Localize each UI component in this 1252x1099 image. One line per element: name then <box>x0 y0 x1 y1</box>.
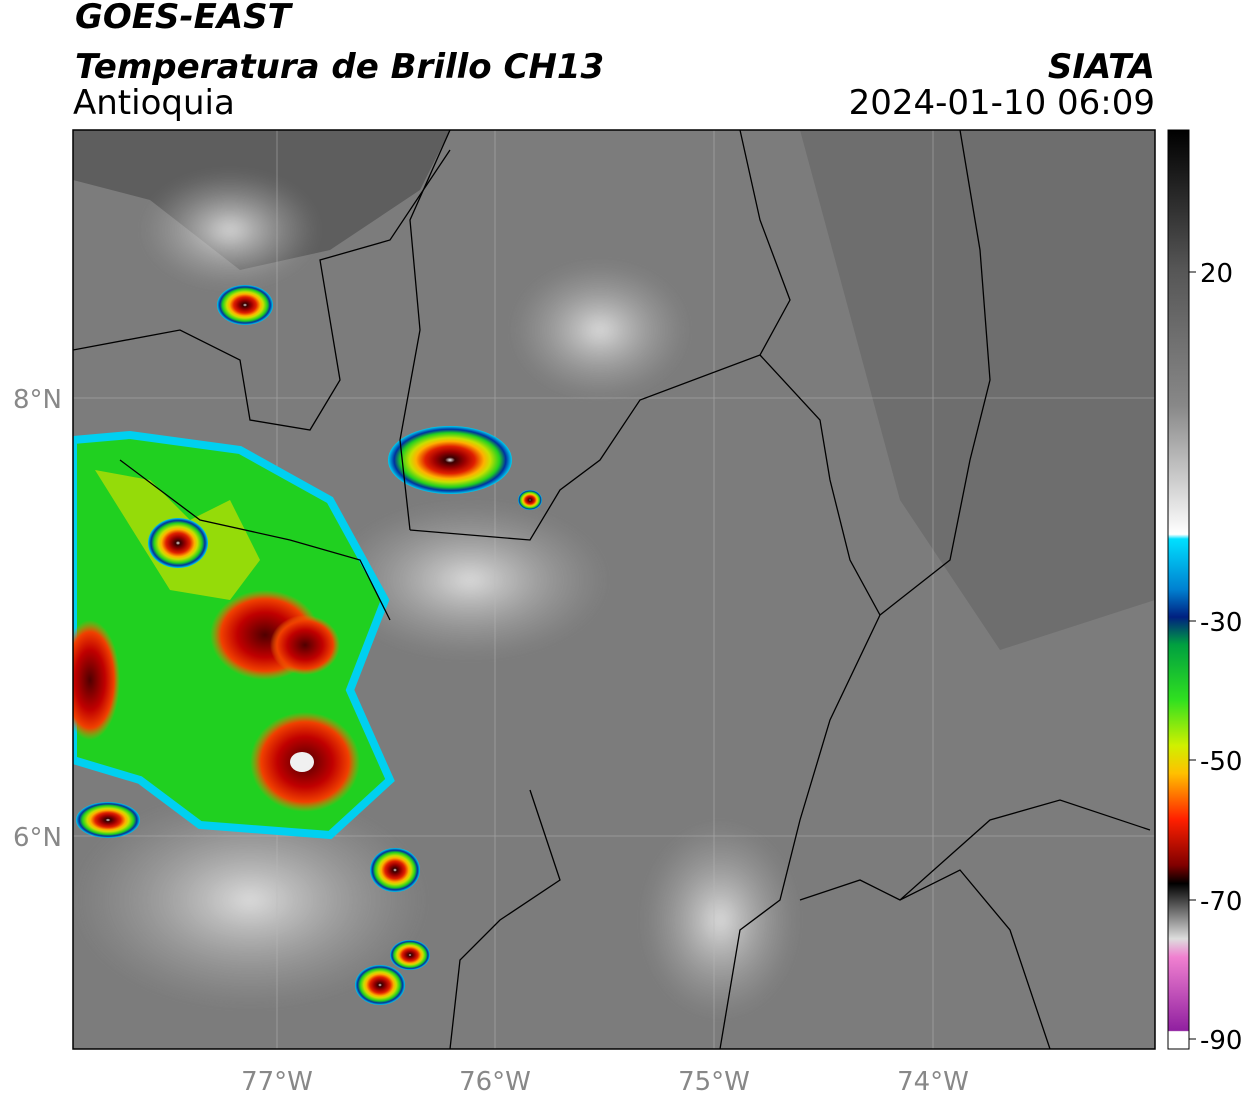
colorbar-label: -70 <box>1200 887 1242 917</box>
map-image <box>73 130 1155 1049</box>
colorbar-label: -50 <box>1200 747 1242 777</box>
timestamp: 2024-01-10 06:09 <box>849 83 1155 123</box>
lat-label: 8°N <box>13 385 62 415</box>
lat-label: 6°N <box>13 823 62 853</box>
region: Antioquia <box>73 83 235 123</box>
title: GOES-EAST <box>75 0 294 37</box>
colorbar-label: -90 <box>1200 1026 1242 1056</box>
labels: 8°N 6°N 77°W 76°W 75°W 74°W 20 -30 -50 -70 -90 <box>13 259 1242 1097</box>
subtitle: Temperatura de Brillo CH13 <box>75 47 604 87</box>
colorbar-label: -30 <box>1200 608 1242 638</box>
lon-label: 77°W <box>241 1067 313 1097</box>
lon-label: 76°W <box>459 1067 531 1097</box>
source: SIATA <box>1048 47 1155 87</box>
lon-label: 74°W <box>897 1067 969 1097</box>
map-frame <box>72 129 1156 1050</box>
colorbar <box>1167 129 1190 1050</box>
colorbar-label: 20 <box>1200 259 1233 289</box>
lon-label: 75°W <box>678 1067 750 1097</box>
